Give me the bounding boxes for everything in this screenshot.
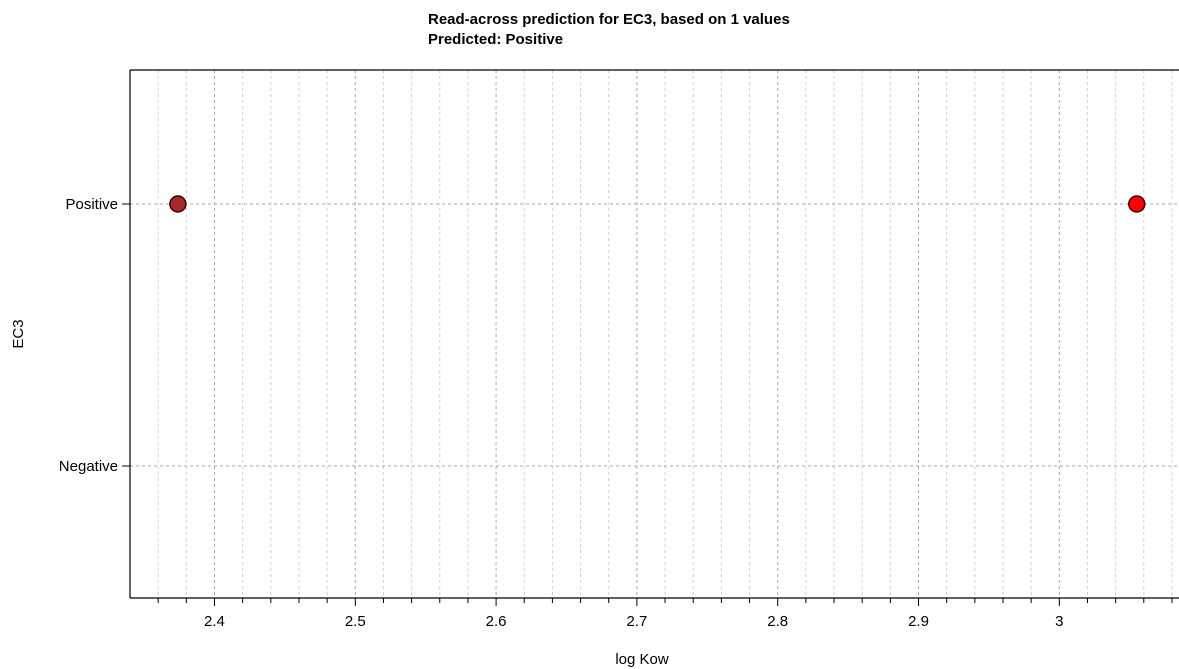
chart-title: Read-across prediction for EC3, based on…	[428, 11, 790, 28]
chart-subtitle: Predicted: Positive	[428, 31, 563, 48]
x-tick-label: 2.9	[908, 613, 929, 630]
x-axis-ticks: 2.4 2.5 2.6 2.7 2.8 2.9 3	[157, 598, 1173, 630]
x-tick-label: 2.8	[767, 613, 788, 630]
x-tick-label: 3	[1055, 613, 1063, 630]
x-tick-label: 2.5	[345, 613, 366, 630]
data-points	[169, 195, 1146, 213]
data-point	[1128, 195, 1146, 213]
y-axis-ticks: Negative Positive	[59, 196, 130, 475]
y-tick-label: Negative	[59, 458, 118, 475]
x-axis-label: log Kow	[615, 651, 669, 668]
y-axis-label: EC3	[10, 319, 27, 348]
data-point	[169, 195, 187, 213]
major-gridlines	[130, 70, 1179, 598]
minor-gridlines	[157, 70, 1173, 598]
x-tick-label: 2.4	[204, 613, 225, 630]
y-tick-label: Positive	[65, 196, 118, 213]
x-tick-label: 2.7	[626, 613, 647, 630]
x-tick-label: 2.6	[486, 613, 507, 630]
